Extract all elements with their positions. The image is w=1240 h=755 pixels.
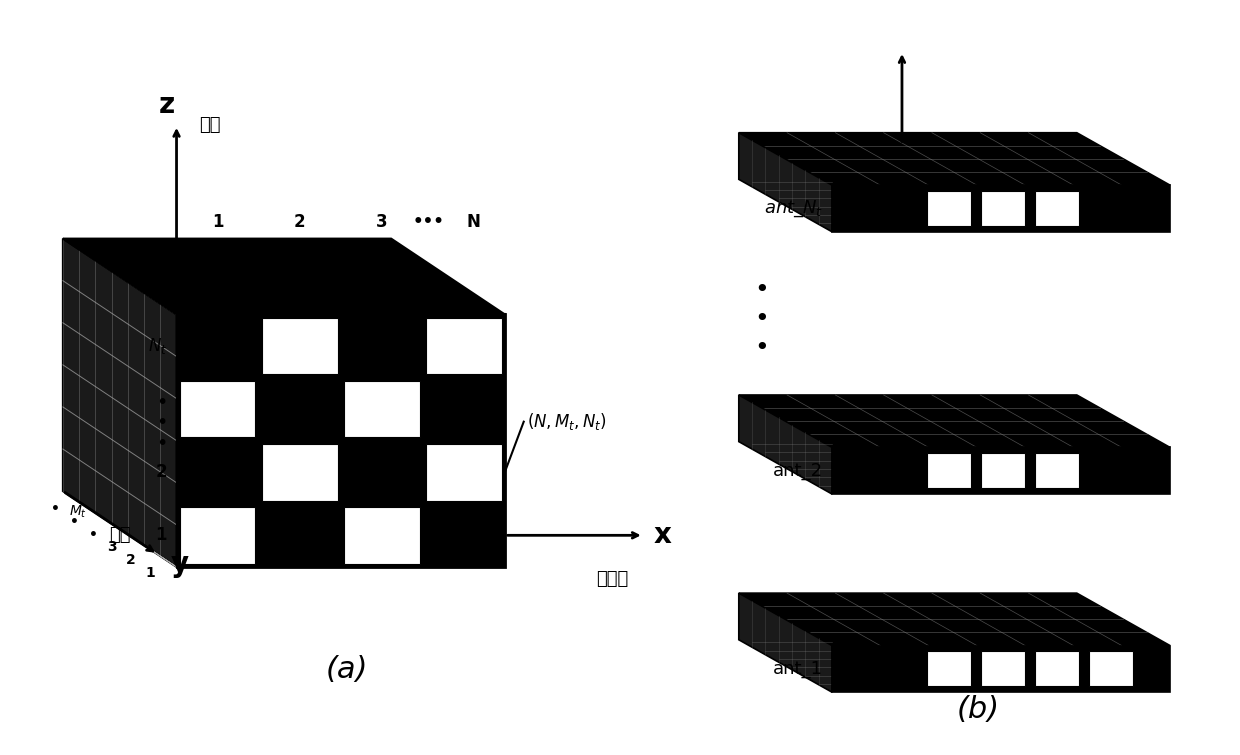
Text: •: • bbox=[51, 503, 60, 516]
Bar bbox=[425, 444, 502, 501]
Polygon shape bbox=[739, 593, 1171, 646]
Text: N: N bbox=[466, 213, 480, 231]
Text: y: y bbox=[170, 550, 188, 578]
Polygon shape bbox=[739, 133, 832, 232]
Text: •: • bbox=[755, 337, 770, 360]
Bar bbox=[262, 444, 337, 501]
Bar bbox=[180, 507, 255, 564]
Text: 1: 1 bbox=[155, 526, 167, 544]
Text: 1: 1 bbox=[145, 565, 155, 580]
Bar bbox=[832, 185, 1171, 232]
Polygon shape bbox=[739, 593, 832, 692]
Bar bbox=[262, 318, 337, 374]
Polygon shape bbox=[63, 239, 505, 314]
Bar bbox=[926, 453, 971, 488]
Bar bbox=[343, 507, 419, 564]
Text: 1: 1 bbox=[212, 213, 223, 231]
Bar bbox=[981, 191, 1024, 226]
Text: •: • bbox=[755, 307, 770, 331]
Bar bbox=[926, 652, 971, 686]
Text: x: x bbox=[653, 521, 671, 550]
Text: 2: 2 bbox=[294, 213, 305, 231]
Bar bbox=[981, 453, 1024, 488]
Bar bbox=[1035, 652, 1079, 686]
Text: 3: 3 bbox=[108, 541, 117, 554]
Bar bbox=[1035, 453, 1079, 488]
Bar bbox=[1089, 652, 1133, 686]
Polygon shape bbox=[739, 133, 1171, 185]
Polygon shape bbox=[739, 395, 1171, 448]
Text: ant_1: ant_1 bbox=[774, 660, 823, 678]
Text: (b): (b) bbox=[956, 695, 999, 724]
Text: 3: 3 bbox=[376, 213, 388, 231]
Text: •: • bbox=[69, 515, 78, 529]
Text: $M_t$: $M_t$ bbox=[69, 504, 87, 520]
Text: •: • bbox=[156, 393, 167, 412]
Text: $(N, M_t, N_t)$: $(N, M_t, N_t)$ bbox=[527, 411, 606, 432]
Text: •••: ••• bbox=[413, 213, 445, 231]
Text: •: • bbox=[755, 278, 770, 302]
Polygon shape bbox=[63, 239, 176, 567]
Bar bbox=[832, 646, 1171, 692]
Text: $ant\_N_t$: $ant\_N_t$ bbox=[764, 199, 823, 219]
Bar bbox=[926, 191, 971, 226]
Text: 模态: 模态 bbox=[109, 525, 130, 544]
Bar bbox=[1035, 191, 1079, 226]
Bar bbox=[343, 381, 419, 437]
Text: •: • bbox=[156, 414, 167, 433]
Polygon shape bbox=[739, 395, 832, 494]
Text: 子载波: 子载波 bbox=[596, 570, 629, 588]
Text: •: • bbox=[156, 433, 167, 453]
Bar bbox=[425, 318, 502, 374]
Bar bbox=[832, 448, 1171, 494]
Bar bbox=[981, 652, 1024, 686]
Text: 2: 2 bbox=[126, 553, 136, 567]
Bar bbox=[176, 314, 505, 567]
Bar bbox=[180, 381, 255, 437]
Text: z: z bbox=[159, 91, 175, 119]
Text: (a): (a) bbox=[326, 655, 368, 684]
Text: 天线: 天线 bbox=[198, 116, 221, 134]
Text: $N_t$: $N_t$ bbox=[148, 336, 167, 356]
Text: ant_2: ant_2 bbox=[774, 462, 823, 479]
Text: •: • bbox=[89, 528, 98, 542]
Text: 2: 2 bbox=[155, 463, 167, 481]
Bar bbox=[176, 314, 505, 567]
